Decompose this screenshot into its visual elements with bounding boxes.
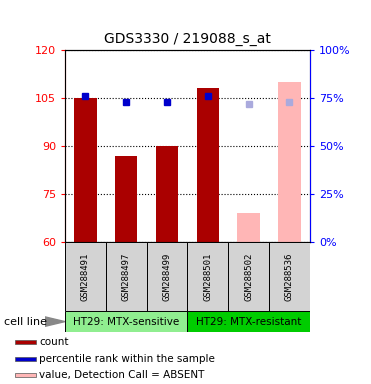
Bar bbox=[237, 213, 260, 242]
Bar bbox=[65, 242, 106, 311]
Bar bbox=[14, 340, 36, 344]
Text: GSM288501: GSM288501 bbox=[203, 252, 212, 301]
Text: GSM288491: GSM288491 bbox=[81, 252, 90, 301]
Text: percentile rank within the sample: percentile rank within the sample bbox=[39, 354, 215, 364]
Text: HT29: MTX-sensitive: HT29: MTX-sensitive bbox=[73, 316, 179, 327]
Bar bbox=[65, 311, 187, 332]
Bar bbox=[197, 88, 219, 242]
Text: count: count bbox=[39, 337, 69, 347]
Bar bbox=[106, 242, 147, 311]
Text: cell line: cell line bbox=[4, 316, 47, 327]
Bar bbox=[228, 242, 269, 311]
Bar bbox=[269, 242, 310, 311]
Bar bbox=[187, 242, 228, 311]
Bar bbox=[187, 311, 310, 332]
Bar bbox=[14, 357, 36, 361]
Bar bbox=[115, 156, 137, 242]
Bar bbox=[14, 373, 36, 377]
Text: GSM288499: GSM288499 bbox=[162, 252, 171, 301]
Text: GSM288536: GSM288536 bbox=[285, 252, 294, 301]
Text: value, Detection Call = ABSENT: value, Detection Call = ABSENT bbox=[39, 370, 205, 380]
Bar bbox=[156, 146, 178, 242]
Bar bbox=[147, 242, 187, 311]
Text: HT29: MTX-resistant: HT29: MTX-resistant bbox=[196, 316, 301, 327]
Bar bbox=[278, 82, 301, 242]
Bar bbox=[74, 98, 96, 242]
Text: GSM288502: GSM288502 bbox=[244, 252, 253, 301]
Text: GSM288497: GSM288497 bbox=[122, 252, 131, 301]
Title: GDS3330 / 219088_s_at: GDS3330 / 219088_s_at bbox=[104, 32, 271, 46]
Polygon shape bbox=[45, 317, 65, 326]
